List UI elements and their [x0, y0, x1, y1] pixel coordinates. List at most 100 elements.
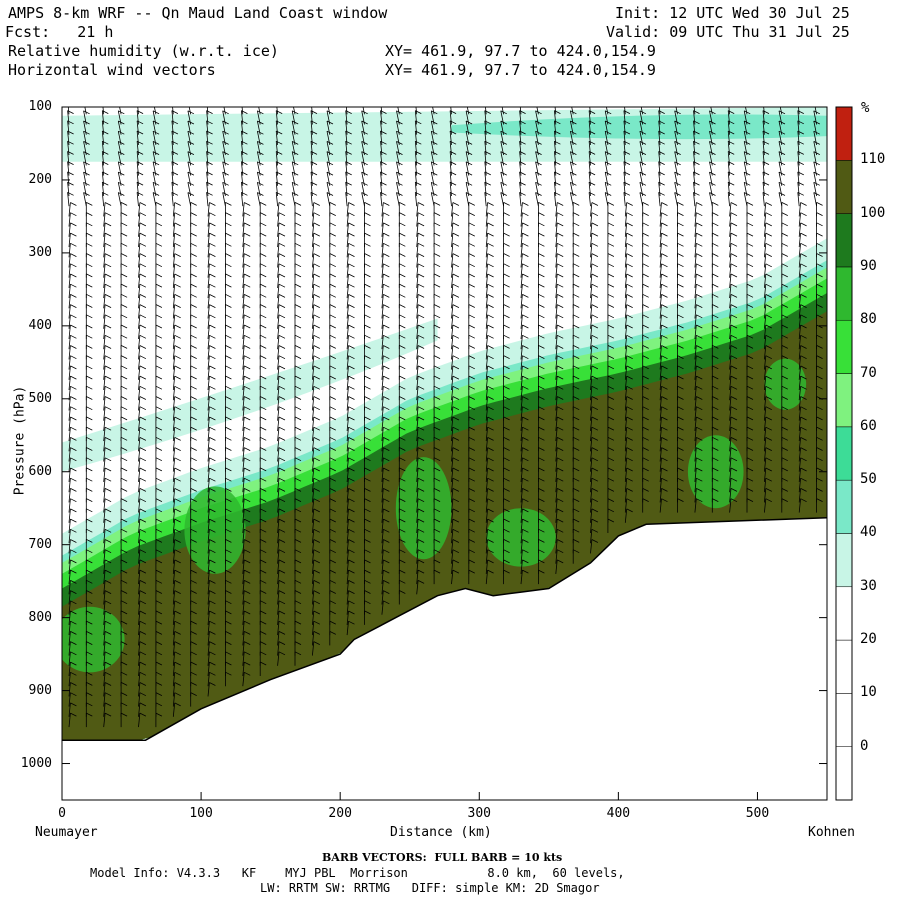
wind-barb-flag [522, 294, 529, 298]
wind-barb [729, 324, 732, 340]
wind-barb-flag [104, 273, 112, 278]
wind-barb [762, 192, 765, 207]
wind-barb [172, 651, 176, 666]
wind-barb-flag [538, 263, 545, 268]
wind-barb [241, 151, 244, 166]
wind-barb-flag [730, 314, 738, 319]
green-patch-3 [486, 508, 556, 567]
wind-barb-flag [206, 110, 213, 114]
wind-barb [485, 437, 488, 452]
wind-barb-flag [712, 283, 719, 288]
wind-barb-flag [487, 202, 494, 206]
wind-barb [277, 590, 280, 605]
wind-barb-flag [383, 467, 390, 472]
wind-barb [694, 437, 697, 452]
wind-barb [207, 610, 210, 625]
wind-barb-flag [661, 345, 668, 349]
wind-barb-flag [696, 263, 703, 268]
wind-barb-flag [278, 539, 286, 543]
wind-barb-flag [313, 498, 320, 503]
wind-barb-flag [468, 202, 475, 206]
wind-barb [381, 386, 384, 401]
wind-barb-flag [383, 273, 390, 278]
wind-barb [729, 386, 732, 401]
wind-barb [67, 161, 70, 176]
wind-barb-flag [70, 488, 77, 492]
wind-barb [416, 416, 419, 431]
wind-barb [764, 345, 767, 360]
wind-barb-flag [642, 324, 649, 329]
wind-barb-flag [188, 101, 194, 104]
wind-barb-flag [591, 385, 599, 390]
wind-barb [138, 243, 141, 258]
wind-barb-flag [190, 314, 197, 319]
wind-barb-flag [607, 498, 615, 502]
wind-barb-flag [294, 528, 302, 533]
wind-barb [727, 110, 730, 125]
wind-barb-flag [102, 140, 109, 145]
wind-barb-flag [313, 457, 320, 462]
wind-barb-flag [104, 661, 112, 666]
wind-barb-flag [465, 120, 473, 125]
wind-barb-flag [120, 559, 128, 564]
wind-barb-flag [260, 457, 267, 462]
wind-barb-flag [746, 304, 754, 308]
wind-barb-flag [468, 314, 475, 319]
wind-barb-flag [329, 631, 336, 635]
wind-barb-flag [468, 304, 475, 308]
wind-barb-flag [364, 498, 371, 502]
wind-barb-flag [431, 130, 438, 135]
wind-barb-flag [746, 365, 754, 370]
wind-barb-flag [557, 375, 564, 380]
wind-barb-flag [396, 151, 403, 155]
wind-barb-flag [485, 100, 491, 103]
wind-barb-flag [348, 620, 355, 625]
wind-barb [172, 529, 176, 544]
wind-barb [103, 529, 106, 544]
wind-barb-flag [816, 355, 823, 359]
wind-barb-flag [136, 171, 144, 176]
wind-barb-flag [816, 334, 823, 339]
wind-barb-flag [626, 202, 633, 206]
colorbar-swatch [835, 479, 853, 534]
wind-barb [381, 294, 384, 309]
wind-barb-flag [260, 549, 267, 554]
wind-barb-flag [118, 181, 125, 186]
wind-barb-flag [225, 631, 232, 635]
wind-barb [68, 590, 71, 605]
wind-barb-flag [396, 120, 403, 125]
wind-barb-flag [765, 396, 772, 400]
wind-barb [172, 467, 176, 482]
wind-barb [241, 130, 244, 145]
wind-barb-flag [278, 569, 286, 574]
wind-barb-flag [139, 692, 147, 697]
green-patch-0 [62, 606, 125, 673]
wind-barb [138, 273, 141, 288]
wind-barb [588, 141, 591, 156]
wind-barb-flag [313, 528, 320, 533]
wind-barb-flag [225, 539, 232, 543]
wind-barb-flag [70, 508, 77, 513]
wind-barb-flag [139, 437, 147, 441]
wind-barb-flag [70, 202, 77, 206]
wind-barb [312, 529, 315, 544]
wind-barb-flag [225, 671, 232, 676]
wind-barb-flag [693, 161, 700, 165]
wind-barb-flag [104, 365, 112, 370]
wind-barb-flag [155, 559, 163, 564]
wind-barb [172, 437, 176, 452]
wind-barb-flag [190, 539, 197, 543]
wind-barb [275, 192, 278, 207]
wind-barb [623, 161, 626, 176]
wind-barb-flag [813, 171, 820, 176]
wind-barb [624, 488, 628, 503]
wind-barb-flag [104, 712, 112, 717]
wind-barb [797, 192, 800, 207]
wind-barb-flag [209, 202, 216, 206]
wind-barb [451, 263, 454, 278]
wind-barb [798, 324, 801, 340]
wind-barb-flag [136, 161, 144, 165]
wind-barb [172, 692, 176, 707]
wind-barb [207, 233, 210, 248]
wind-barb-flag [642, 232, 649, 237]
